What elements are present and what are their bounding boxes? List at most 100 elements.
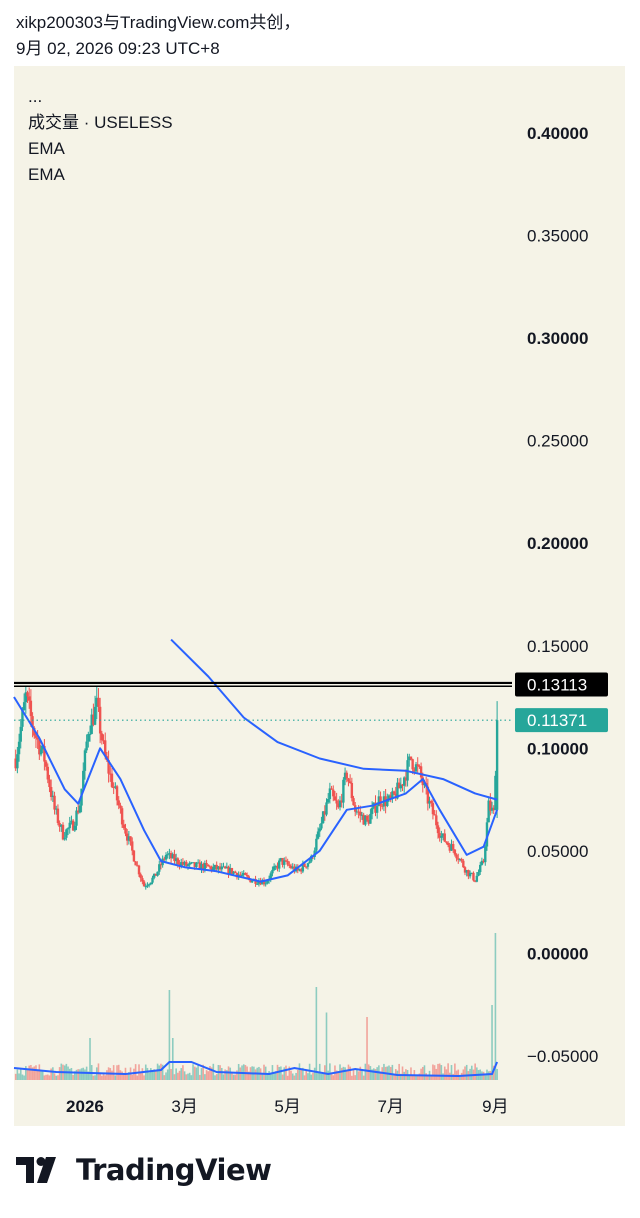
candle-body — [112, 786, 115, 788]
volume-bar — [290, 1070, 292, 1080]
candle-body — [428, 800, 431, 804]
candle-body — [401, 784, 404, 786]
volume-bar — [450, 1065, 453, 1080]
volume-bar — [410, 1067, 412, 1080]
candle-body — [249, 878, 252, 883]
volume-bar — [491, 1005, 493, 1080]
volume-bar — [116, 1065, 118, 1080]
brand-logo[interactable]: TradingView — [16, 1150, 272, 1190]
volume-bar — [278, 1066, 281, 1080]
candle-body — [460, 859, 463, 861]
candle-body — [223, 866, 227, 869]
candle-body — [301, 863, 305, 872]
candle-body — [119, 805, 122, 809]
y-tick-label: 0.05000 — [527, 842, 588, 861]
volume-bar — [337, 1071, 340, 1080]
candle-body — [271, 869, 274, 874]
volume-bar — [329, 1063, 331, 1080]
legend-ema-2[interactable]: EMA — [28, 165, 65, 184]
volume-bar — [139, 1072, 142, 1080]
candle-body — [404, 777, 408, 781]
candle-body — [450, 844, 453, 851]
volume-bar — [102, 1073, 105, 1080]
volume-bar — [173, 1074, 176, 1080]
candle-body — [156, 871, 159, 876]
volume-bar — [48, 1075, 51, 1080]
volume-bar — [280, 1066, 282, 1080]
ema-slow-line — [170, 638, 498, 801]
candle-body — [355, 811, 359, 813]
candle-body — [56, 808, 60, 823]
volume-bar — [163, 1075, 166, 1080]
candle-body — [191, 862, 195, 864]
volume-bar — [470, 1065, 473, 1080]
candle-body — [176, 858, 180, 865]
candle-body — [480, 860, 484, 865]
volume-bar — [21, 1074, 24, 1080]
candle-body — [377, 796, 381, 807]
legend-ema-1[interactable]: EMA — [28, 139, 65, 158]
volume-bar — [43, 1075, 46, 1080]
candle-body — [272, 866, 276, 870]
legend-more-button[interactable]: ... — [28, 87, 43, 106]
volume-bar — [315, 987, 318, 1080]
volume-bar — [416, 1075, 419, 1080]
candle-body — [44, 761, 48, 767]
candle-body — [411, 759, 414, 770]
candle-body — [65, 829, 68, 838]
volume-bar — [84, 1069, 86, 1080]
candle-body — [408, 756, 411, 761]
candle-body — [173, 854, 176, 862]
candle-body — [446, 842, 450, 846]
legend-volume[interactable]: 成交量 · USELESS — [28, 113, 173, 132]
volume-bar — [335, 1070, 338, 1080]
volume-bar — [232, 1074, 235, 1080]
volume-bar — [77, 1069, 79, 1080]
candle-body — [257, 881, 261, 884]
candle-body — [63, 837, 66, 840]
last-price-label: 0.11371 — [527, 711, 587, 730]
candle-body — [465, 870, 468, 873]
volume-bar — [268, 1071, 270, 1080]
candle-body — [348, 781, 352, 784]
volume-bar — [261, 1073, 264, 1080]
candle-body — [76, 810, 80, 813]
candle-body — [212, 867, 215, 870]
candle-body — [318, 828, 321, 832]
candle-body — [97, 697, 100, 707]
ema-fast-line — [13, 696, 499, 883]
volume-bar — [312, 1072, 314, 1080]
chart-panel[interactable] — [14, 66, 625, 1126]
volume-bar — [112, 1065, 115, 1080]
volume-bar — [30, 1064, 32, 1080]
candle-body — [362, 814, 365, 825]
candle-body — [234, 871, 237, 873]
candle-body — [146, 885, 149, 887]
volume-bar — [165, 1072, 167, 1080]
volume-bar — [45, 1074, 47, 1080]
candle-body — [335, 800, 338, 804]
candle-body — [185, 861, 188, 866]
volume-bar — [298, 1063, 301, 1080]
candle-body — [283, 860, 286, 865]
candle-body — [364, 815, 367, 825]
volume-bar — [408, 1075, 411, 1080]
candle-body — [75, 810, 78, 826]
volume-bar — [349, 1066, 351, 1080]
volume-bar — [291, 1073, 294, 1080]
volume-bar — [200, 1068, 203, 1080]
volume-bar — [269, 1074, 272, 1080]
candle-body — [21, 710, 24, 727]
candle-body — [229, 867, 232, 875]
candle-body — [473, 880, 477, 882]
candle-body — [244, 873, 247, 875]
candle-body — [477, 872, 480, 876]
candle-body — [174, 858, 178, 862]
volume-bar — [438, 1063, 441, 1080]
candle-body — [475, 875, 479, 882]
candle-body — [87, 734, 90, 742]
candle-body — [463, 867, 467, 873]
volume-bar — [310, 1074, 313, 1080]
volume-bar — [16, 1069, 19, 1080]
